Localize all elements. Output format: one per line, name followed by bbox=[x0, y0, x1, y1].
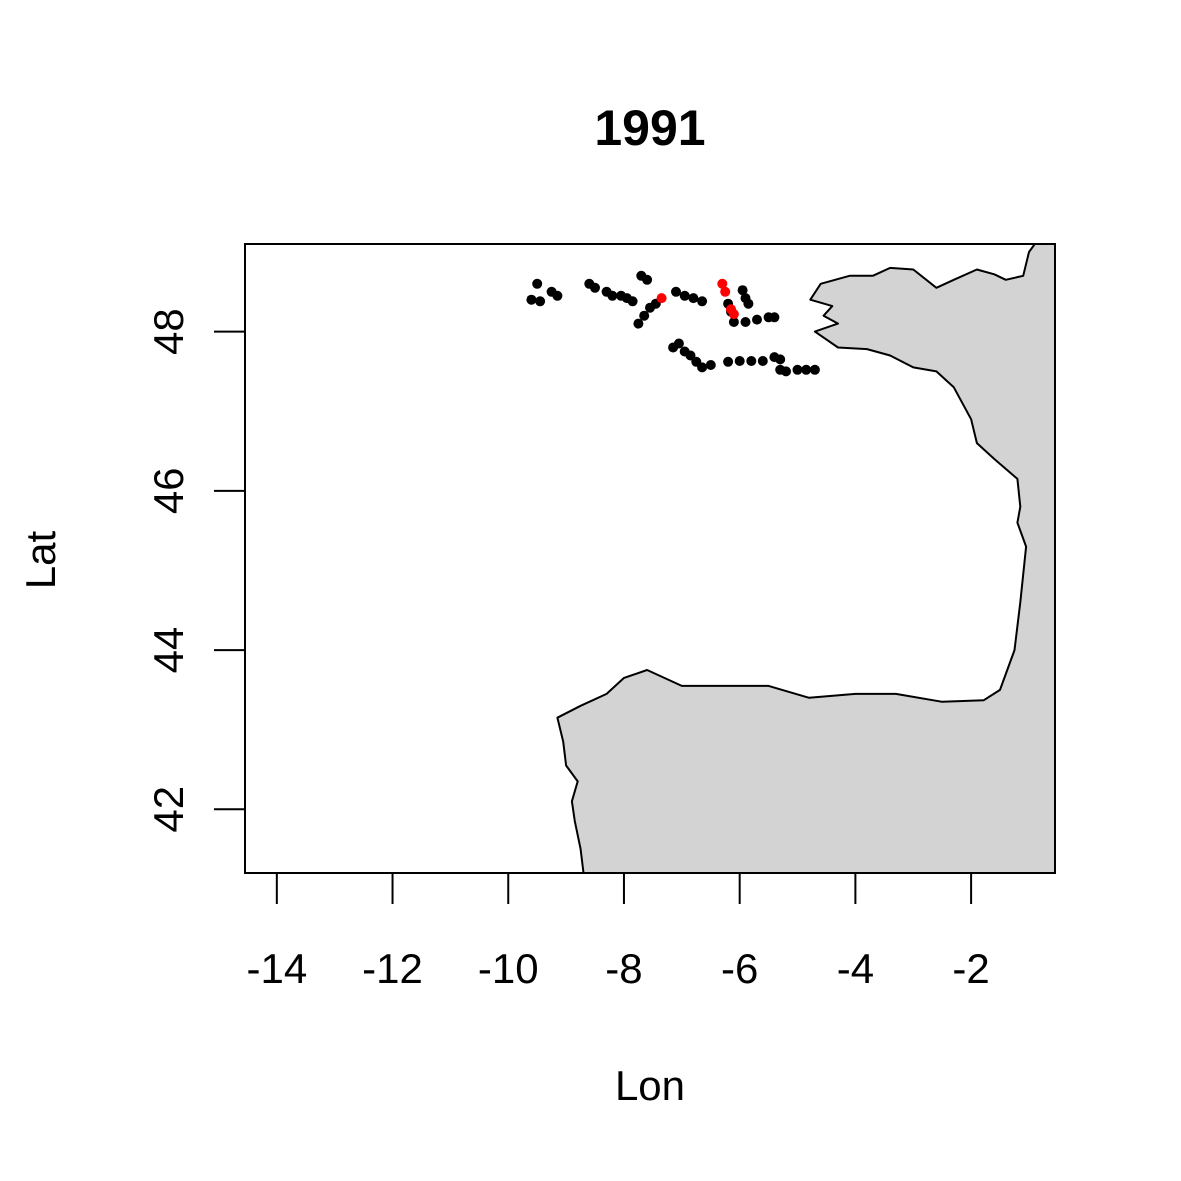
data-point bbox=[734, 356, 745, 366]
data-point bbox=[740, 317, 751, 327]
x-tick-label: -14 bbox=[246, 945, 307, 992]
data-point bbox=[697, 362, 708, 373]
data-point bbox=[526, 294, 537, 305]
land-polygon-france bbox=[556, 244, 1055, 873]
data-point bbox=[743, 298, 754, 309]
data-point bbox=[671, 286, 681, 297]
plot-frame bbox=[244, 243, 1056, 874]
data-point bbox=[642, 274, 653, 285]
y-axis-label: Lat bbox=[17, 530, 64, 589]
x-axis-label: Lon bbox=[615, 1062, 685, 1109]
x-tick-label: -10 bbox=[478, 945, 539, 992]
data-point bbox=[633, 318, 644, 329]
y-tick-label: 44 bbox=[145, 627, 192, 674]
y-tick-label: 42 bbox=[145, 786, 192, 833]
data-point bbox=[673, 338, 684, 349]
x-axis: -14 -12 -10 -8 -6 -4 -2 bbox=[246, 873, 990, 992]
data-point bbox=[688, 293, 699, 304]
y-tick-label: 46 bbox=[145, 467, 192, 514]
data-point bbox=[639, 310, 650, 321]
data-point bbox=[809, 364, 820, 375]
data-point bbox=[532, 278, 543, 289]
data-point bbox=[656, 293, 667, 304]
data-point bbox=[757, 356, 768, 366]
data-point bbox=[728, 309, 739, 320]
data-point bbox=[752, 314, 762, 325]
data-point bbox=[801, 364, 812, 375]
data-point bbox=[705, 360, 716, 370]
data-point bbox=[775, 354, 786, 365]
data-point bbox=[535, 296, 546, 307]
points-layer bbox=[526, 270, 820, 377]
data-point bbox=[781, 366, 791, 377]
data-point bbox=[552, 290, 563, 301]
data-point bbox=[792, 364, 803, 375]
data-point bbox=[717, 278, 728, 289]
data-point bbox=[679, 290, 690, 301]
x-tick-label: -2 bbox=[952, 945, 989, 992]
data-point bbox=[590, 282, 600, 293]
y-tick-label: 48 bbox=[145, 308, 192, 355]
x-tick-label: -8 bbox=[605, 945, 642, 992]
x-tick-label: -6 bbox=[721, 945, 758, 992]
data-point bbox=[769, 312, 780, 323]
chart-title: 1991 bbox=[594, 100, 705, 156]
data-point bbox=[685, 350, 696, 361]
data-point bbox=[746, 356, 757, 366]
data-point bbox=[607, 290, 618, 301]
data-point bbox=[627, 296, 638, 307]
y-axis: 42 44 46 48 bbox=[145, 308, 245, 833]
data-point bbox=[728, 317, 739, 327]
data-point bbox=[697, 296, 708, 307]
x-tick-label: -4 bbox=[837, 945, 874, 992]
data-point bbox=[720, 286, 731, 297]
data-point bbox=[737, 285, 748, 296]
land-layer bbox=[556, 244, 1055, 873]
data-point bbox=[723, 356, 734, 367]
x-tick-label: -12 bbox=[362, 945, 423, 992]
